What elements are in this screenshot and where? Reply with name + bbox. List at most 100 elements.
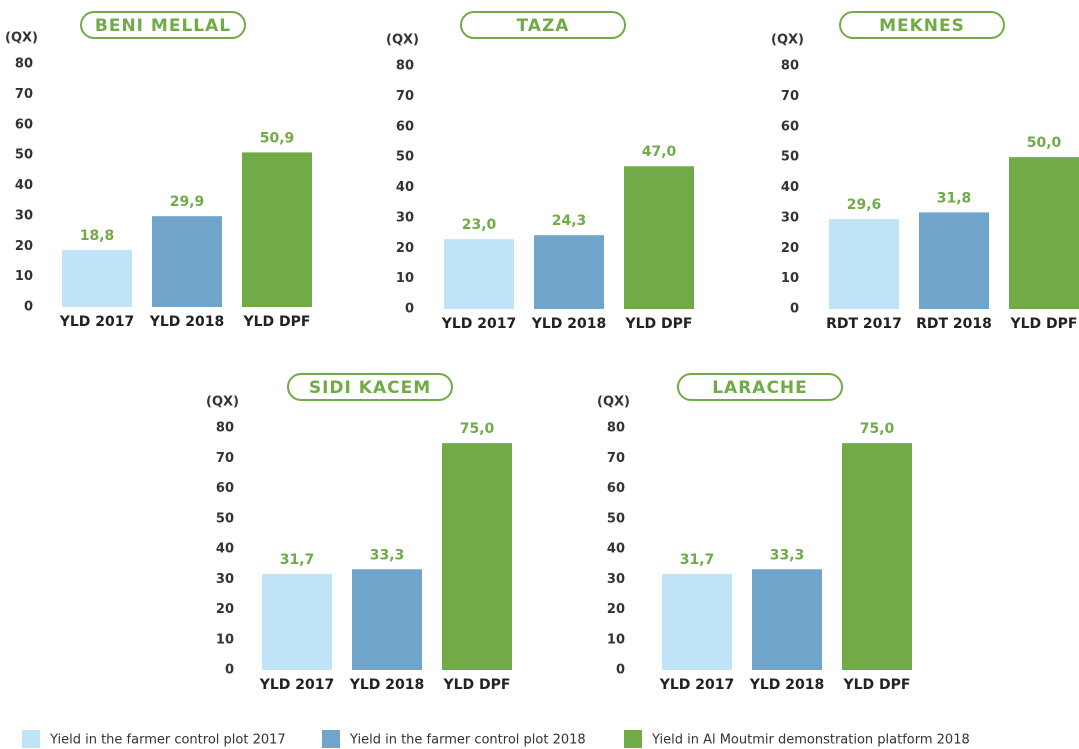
value-label: 50,0 — [1027, 135, 1062, 151]
x-tick-label: YLD DPF — [843, 677, 911, 693]
value-label: 31,8 — [937, 190, 972, 206]
y-tick-label: 60 — [216, 481, 234, 496]
y-tick-label: 20 — [781, 241, 799, 256]
y-tick-label: 80 — [396, 59, 414, 74]
y-tick-label: 10 — [15, 269, 33, 284]
value-label: 75,0 — [860, 421, 895, 437]
bar — [919, 212, 989, 309]
y-tick-label: 70 — [396, 89, 414, 104]
bar — [624, 166, 694, 309]
y-tick-label: 70 — [781, 89, 799, 104]
bar — [62, 249, 132, 307]
y-tick-label: 80 — [781, 59, 799, 74]
value-label: 29,6 — [847, 197, 882, 213]
title-pill — [460, 11, 626, 39]
chart-title: LARACHE — [712, 378, 808, 398]
x-tick-label: RDT 2017 — [826, 316, 902, 332]
bar — [242, 152, 312, 307]
y-tick-label: 20 — [15, 239, 33, 254]
legend-swatch — [322, 730, 340, 748]
y-tick-label: 40 — [396, 180, 414, 195]
value-label: 33,3 — [370, 547, 405, 563]
x-tick-label: YLD 2018 — [149, 314, 225, 330]
y-axis-label: (QX) — [5, 31, 38, 46]
y-axis-label: (QX) — [771, 33, 804, 48]
bar — [752, 569, 822, 670]
x-tick-label: YLD DPF — [1010, 316, 1078, 332]
x-tick-label: YLD 2017 — [59, 314, 135, 330]
y-tick-label: 30 — [15, 208, 33, 223]
bar — [829, 219, 899, 309]
value-label: 23,0 — [462, 217, 497, 233]
y-tick-label: 0 — [225, 663, 234, 678]
y-tick-label: 10 — [396, 271, 414, 286]
x-tick-label: YLD 2018 — [749, 677, 825, 693]
y-tick-label: 80 — [607, 421, 625, 436]
y-tick-label: 30 — [781, 210, 799, 225]
y-axis-label: (QX) — [597, 395, 630, 410]
x-tick-label: YLD DPF — [243, 314, 311, 330]
y-tick-label: 10 — [607, 632, 625, 647]
value-label: 31,7 — [680, 552, 715, 568]
y-tick-label: 70 — [607, 451, 625, 466]
chart-title: BENI MELLAL — [95, 16, 231, 36]
legend-label: Yield in Al Moutmir demonstration platfo… — [651, 733, 970, 748]
value-label: 75,0 — [460, 421, 495, 437]
y-tick-label: 60 — [607, 481, 625, 496]
y-tick-label: 80 — [216, 421, 234, 436]
value-label: 50,9 — [260, 130, 295, 146]
y-axis-label: (QX) — [386, 33, 419, 48]
title-pill — [839, 11, 1005, 39]
y-tick-label: 50 — [781, 150, 799, 165]
legend-swatch — [624, 730, 642, 748]
bar — [262, 574, 332, 670]
y-tick-label: 50 — [607, 511, 625, 526]
legend-swatch — [22, 730, 40, 748]
y-tick-label: 60 — [781, 119, 799, 134]
bar — [842, 443, 912, 670]
y-tick-label: 40 — [216, 542, 234, 557]
y-tick-label: 40 — [607, 542, 625, 557]
y-tick-label: 30 — [396, 210, 414, 225]
x-tick-label: YLD 2018 — [531, 316, 607, 332]
y-tick-label: 0 — [790, 302, 799, 317]
y-tick-label: 40 — [15, 178, 33, 193]
y-tick-label: 80 — [15, 57, 33, 72]
x-tick-label: YLD 2018 — [349, 677, 425, 693]
bar — [662, 574, 732, 670]
y-tick-label: 0 — [405, 302, 414, 317]
value-label: 18,8 — [80, 228, 115, 244]
chart-title: MEKNES — [879, 16, 965, 36]
x-tick-label: RDT 2018 — [916, 316, 992, 332]
value-label: 33,3 — [770, 547, 805, 563]
bar — [442, 443, 512, 670]
y-tick-label: 10 — [216, 632, 234, 647]
x-tick-label: YLD DPF — [443, 677, 511, 693]
bar — [352, 569, 422, 670]
y-tick-label: 20 — [396, 241, 414, 256]
bar — [1009, 157, 1079, 309]
value-label: 47,0 — [642, 144, 677, 160]
value-label: 31,7 — [280, 552, 315, 568]
y-tick-label: 70 — [216, 451, 234, 466]
x-tick-label: YLD 2017 — [659, 677, 735, 693]
y-tick-label: 50 — [396, 150, 414, 165]
title-pill — [287, 373, 453, 401]
y-tick-label: 10 — [781, 271, 799, 286]
chart-title: TAZA — [517, 16, 570, 36]
x-tick-label: YLD 2017 — [441, 316, 517, 332]
x-tick-label: YLD DPF — [625, 316, 693, 332]
y-tick-label: 50 — [15, 148, 33, 163]
y-tick-label: 60 — [15, 117, 33, 132]
y-axis-label: (QX) — [206, 395, 239, 410]
x-tick-label: YLD 2017 — [259, 677, 335, 693]
y-tick-label: 30 — [216, 572, 234, 587]
legend-label: Yield in the farmer control plot 2018 — [349, 733, 586, 748]
value-label: 29,9 — [170, 194, 205, 210]
bar — [444, 239, 514, 309]
y-tick-label: 0 — [616, 663, 625, 678]
y-tick-label: 50 — [216, 511, 234, 526]
title-pill — [677, 373, 843, 401]
y-tick-label: 70 — [15, 87, 33, 102]
